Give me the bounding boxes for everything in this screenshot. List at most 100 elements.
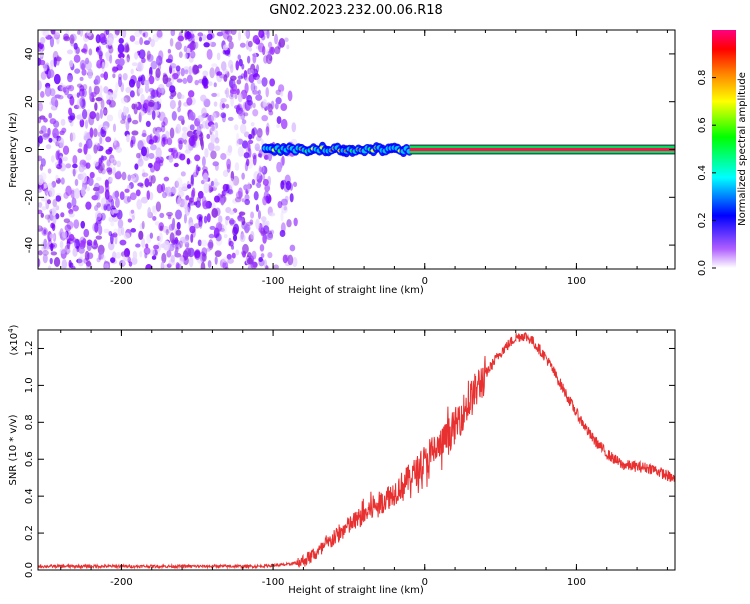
noise-blob	[130, 68, 134, 75]
noise-blob	[116, 170, 122, 177]
noise-blob	[106, 203, 111, 212]
noise-blob	[106, 37, 114, 46]
noise-blob	[85, 138, 93, 149]
noise-blob	[250, 82, 256, 92]
noise-blob	[96, 143, 101, 151]
noise-blob	[141, 237, 146, 249]
noise-blob	[144, 83, 150, 94]
noise-blob	[263, 154, 269, 160]
noise-blob	[143, 79, 150, 86]
noise-blob	[175, 126, 179, 134]
noise-blob	[88, 115, 95, 126]
noise-blob	[98, 224, 103, 236]
noise-blob	[151, 110, 156, 120]
noise-blob	[62, 86, 67, 93]
noise-blob	[234, 105, 241, 110]
noise-blob	[65, 243, 72, 251]
noise-blob	[74, 178, 79, 186]
noise-blob	[188, 65, 192, 76]
noise-blob	[122, 72, 128, 81]
noise-blob	[56, 55, 60, 66]
noise-blob	[83, 228, 90, 238]
noise-blob	[257, 153, 262, 158]
noise-blob	[201, 34, 207, 41]
noise-blob	[68, 208, 74, 215]
noise-blob	[169, 85, 176, 93]
noise-blob	[241, 172, 245, 180]
noise-blob	[127, 114, 132, 124]
noise-blob	[213, 178, 219, 189]
noise-blob	[66, 202, 72, 210]
noise-blob	[213, 101, 218, 107]
noise-blob	[179, 256, 185, 265]
noise-blob	[292, 256, 298, 268]
noise-blob	[206, 247, 211, 252]
noise-blob	[223, 234, 228, 239]
noise-blob	[142, 32, 146, 37]
noise-blob	[87, 68, 93, 79]
noise-blob	[112, 167, 116, 176]
noise-blob	[248, 73, 255, 83]
noise-blob	[42, 253, 48, 264]
noise-blob	[148, 175, 153, 182]
noise-blob	[213, 195, 220, 203]
noise-blob	[201, 156, 206, 167]
noise-blob	[198, 36, 203, 42]
snr-y-tick-label: 0.0	[24, 562, 35, 578]
noise-blob	[130, 174, 136, 182]
noise-blob	[120, 251, 128, 258]
noise-blob	[142, 168, 146, 179]
noise-blob	[293, 181, 298, 188]
noise-blob	[251, 250, 257, 260]
noise-blob	[130, 139, 134, 148]
noise-blob	[76, 92, 80, 98]
noise-blob	[253, 73, 260, 81]
noise-blob	[200, 94, 207, 102]
noise-blob	[264, 184, 271, 192]
noise-blob	[85, 201, 92, 210]
snr-multiplier-exp: 4	[7, 328, 15, 333]
noise-blob	[105, 30, 110, 36]
noise-blob	[159, 159, 164, 167]
heatmap-x-tick-label: -200	[110, 276, 133, 287]
noise-blob	[229, 210, 235, 215]
noise-blob	[187, 90, 195, 98]
noise-blob	[143, 99, 150, 109]
noise-blob	[258, 165, 262, 177]
noise-blob	[268, 212, 276, 217]
noise-blob	[69, 60, 74, 68]
noise-blob	[71, 197, 77, 208]
noise-blob	[199, 221, 203, 229]
noise-blob	[167, 48, 172, 54]
noise-blob	[158, 111, 166, 122]
heatmap-x-tick-label: -100	[262, 276, 285, 287]
noise-blob	[245, 158, 250, 167]
noise-blob	[265, 126, 270, 136]
noise-blob	[117, 218, 124, 229]
noise-blob	[224, 49, 231, 56]
noise-blob	[280, 90, 284, 97]
noise-blob	[97, 185, 105, 194]
snr-x-tick-label: -200	[110, 577, 133, 588]
noise-blob	[207, 30, 213, 35]
noise-blob	[265, 86, 269, 98]
noise-blob	[85, 153, 92, 161]
noise-blob	[152, 215, 157, 221]
noise-blob	[40, 212, 44, 218]
noise-blob	[260, 138, 264, 146]
snr-series-line	[38, 332, 675, 570]
noise-blob	[141, 57, 146, 64]
noise-blob	[169, 127, 175, 139]
noise-blob	[76, 98, 83, 110]
heatmap-y-tick-label: 20	[24, 95, 35, 108]
heatmap-y-tick: 40	[24, 48, 675, 60]
noise-blob	[262, 178, 269, 186]
colorbar-tick: 0.8	[697, 70, 716, 86]
noise-blob	[139, 37, 144, 45]
noise-blob	[179, 94, 185, 100]
noise-blob	[255, 204, 260, 212]
noise-blob	[158, 50, 164, 61]
noise-blob	[80, 220, 86, 229]
noise-blob	[209, 67, 215, 79]
noise-blob	[155, 126, 162, 133]
